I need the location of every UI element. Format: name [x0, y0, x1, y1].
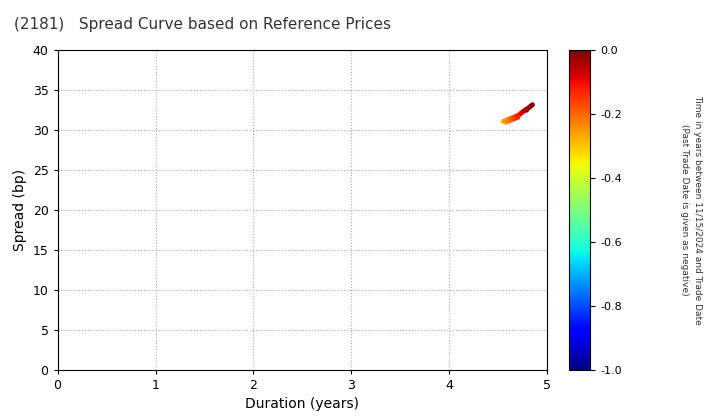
Point [513, 112, 525, 118]
Point [503, 118, 514, 125]
Point [523, 105, 534, 111]
Point [520, 106, 531, 113]
Point [514, 111, 526, 118]
Point [504, 117, 516, 124]
Point [515, 110, 526, 117]
X-axis label: Duration (years): Duration (years) [246, 397, 359, 411]
Text: Time in years between 11/15/2024 and Trade Date
(Past Trade Date is given as neg: Time in years between 11/15/2024 and Tra… [680, 95, 702, 325]
Point [511, 113, 523, 119]
Point [507, 114, 518, 121]
Point [503, 116, 515, 122]
Point [516, 109, 528, 116]
Point [512, 114, 523, 121]
Point [510, 115, 521, 121]
Point [521, 107, 532, 113]
Point [506, 116, 518, 123]
Text: (2181)   Spread Curve based on Reference Prices: (2181) Spread Curve based on Reference P… [14, 17, 392, 32]
Point [501, 116, 513, 123]
Point [527, 101, 539, 108]
Point [500, 119, 512, 126]
Point [526, 102, 537, 109]
Point [522, 105, 534, 112]
Point [509, 113, 521, 120]
Point [500, 117, 511, 124]
Point [505, 115, 517, 121]
Point [517, 108, 528, 115]
Y-axis label: Spread (bp): Spread (bp) [13, 169, 27, 251]
Point [524, 104, 536, 110]
Point [518, 108, 529, 114]
Point [525, 103, 536, 110]
Point [519, 107, 531, 113]
Point [508, 116, 520, 122]
Point [498, 118, 509, 125]
